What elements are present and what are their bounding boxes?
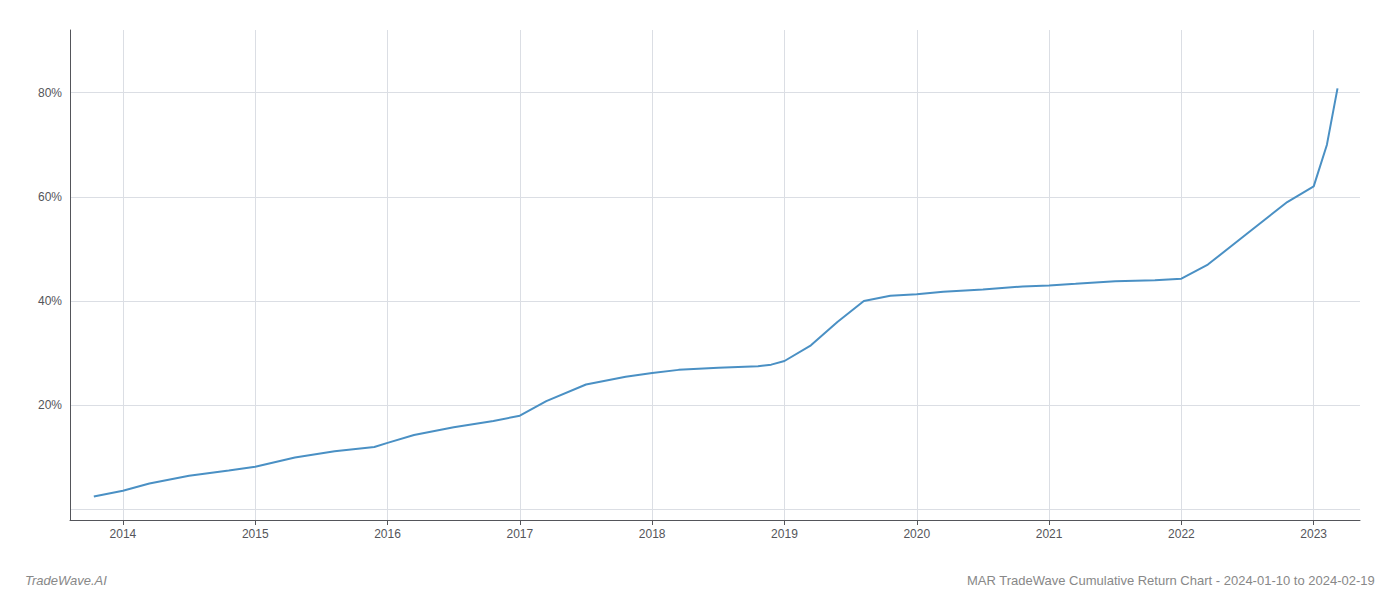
svg-text:TradeWave.AI: TradeWave.AI	[25, 573, 107, 588]
svg-text:2016: 2016	[374, 527, 401, 541]
svg-text:2023: 2023	[1300, 527, 1327, 541]
svg-text:40%: 40%	[38, 294, 62, 308]
svg-text:2014: 2014	[110, 527, 137, 541]
svg-text:2022: 2022	[1168, 527, 1195, 541]
svg-text:2020: 2020	[903, 527, 930, 541]
svg-text:MAR TradeWave Cumulative Retur: MAR TradeWave Cumulative Return Chart - …	[967, 573, 1375, 588]
svg-text:2017: 2017	[506, 527, 533, 541]
svg-text:2021: 2021	[1036, 527, 1063, 541]
svg-text:2019: 2019	[771, 527, 798, 541]
svg-text:2018: 2018	[639, 527, 666, 541]
svg-text:80%: 80%	[38, 86, 62, 100]
svg-text:2015: 2015	[242, 527, 269, 541]
svg-text:20%: 20%	[38, 398, 62, 412]
svg-text:60%: 60%	[38, 190, 62, 204]
